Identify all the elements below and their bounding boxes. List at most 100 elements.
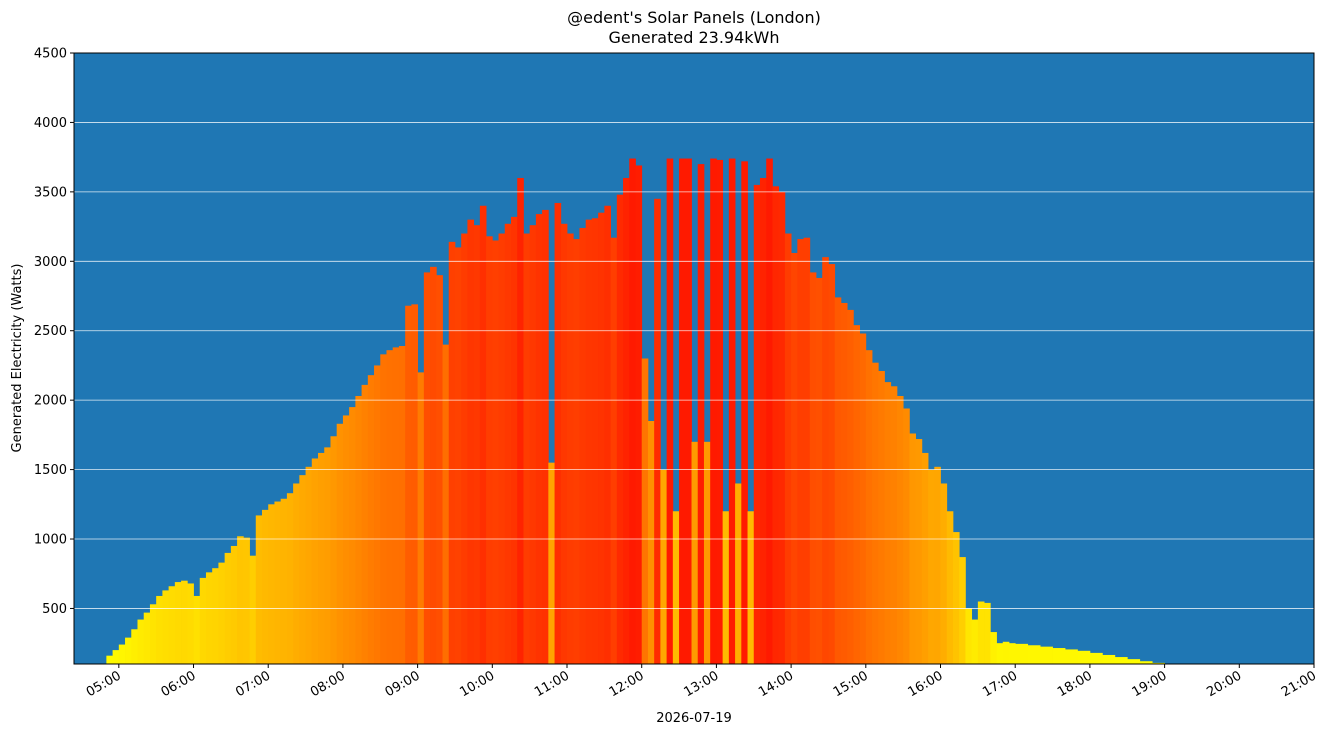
bar xyxy=(591,218,599,664)
bar xyxy=(1015,643,1029,664)
bar xyxy=(280,498,288,664)
bar xyxy=(965,608,973,664)
bar xyxy=(398,346,406,664)
bar xyxy=(430,266,437,664)
bar xyxy=(498,233,506,664)
bar xyxy=(479,205,487,664)
bar xyxy=(735,483,742,664)
bar xyxy=(573,239,580,664)
bar xyxy=(822,257,829,664)
y-tick-label: 2500 xyxy=(34,324,67,339)
bar xyxy=(872,362,879,664)
bar xyxy=(616,194,624,664)
bar xyxy=(106,655,113,664)
bar xyxy=(784,233,792,664)
bar xyxy=(143,612,151,664)
bar xyxy=(268,504,275,664)
bar xyxy=(510,216,518,665)
bar xyxy=(797,239,804,664)
bar xyxy=(952,532,960,664)
x-tick-label: 10:00 xyxy=(457,668,497,700)
x-tick-label: 21:00 xyxy=(1279,668,1319,700)
x-tick-label: 14:00 xyxy=(756,668,796,700)
bar xyxy=(921,452,929,664)
bar xyxy=(330,436,338,664)
bar xyxy=(1065,649,1078,664)
bar xyxy=(305,466,313,664)
bar xyxy=(1139,661,1153,664)
bar xyxy=(928,469,935,664)
bars-group xyxy=(106,158,1165,665)
bar xyxy=(816,277,823,664)
bar xyxy=(1102,654,1116,664)
bar xyxy=(255,515,263,664)
bar xyxy=(448,241,456,664)
x-tick-label: 16:00 xyxy=(906,668,946,700)
bar xyxy=(311,458,319,664)
bar xyxy=(293,483,300,664)
bar xyxy=(697,164,705,664)
y-ticks-group: 500 1000 1500 2000 2500 3000 3500 4000 4500 xyxy=(34,47,74,617)
bar xyxy=(367,375,375,664)
bar xyxy=(896,395,904,664)
y-tick-label: 2000 xyxy=(34,394,67,409)
bar xyxy=(691,441,699,664)
bar xyxy=(728,158,736,665)
bar xyxy=(492,240,499,664)
bar xyxy=(392,347,400,664)
y-tick-label: 1000 xyxy=(34,533,67,548)
bar xyxy=(778,191,786,665)
bar xyxy=(517,177,524,665)
bar xyxy=(1027,645,1041,664)
bar xyxy=(722,511,730,664)
y-tick-label: 4500 xyxy=(34,47,67,62)
y-tick-label: 4000 xyxy=(34,116,67,131)
bar xyxy=(1152,662,1165,664)
bar xyxy=(349,407,356,664)
x-tick-label: 08:00 xyxy=(308,668,348,700)
x-tick-label: 18:00 xyxy=(1055,668,1095,700)
bar xyxy=(486,236,493,665)
bar xyxy=(380,354,387,664)
bar xyxy=(386,350,394,664)
x-tick-label: 05:00 xyxy=(84,668,124,700)
bar xyxy=(803,237,811,664)
bar xyxy=(716,159,724,664)
bar xyxy=(137,619,145,664)
bar xyxy=(156,595,163,664)
bar xyxy=(598,212,605,664)
bar xyxy=(230,545,238,664)
x-tick-label: 11:00 xyxy=(532,668,572,700)
bar xyxy=(567,233,574,664)
bar xyxy=(909,433,916,664)
bar xyxy=(473,225,481,664)
bar xyxy=(336,423,344,664)
bar xyxy=(131,629,138,664)
bar xyxy=(647,420,655,664)
bar xyxy=(261,509,269,664)
bar xyxy=(187,583,194,664)
bar xyxy=(1052,648,1066,664)
y-axis-label: Generated Electricity (Watts) xyxy=(10,264,25,453)
bar xyxy=(747,511,755,664)
bar xyxy=(1040,646,1053,664)
bar xyxy=(411,304,419,664)
x-tick-label: 09:00 xyxy=(383,668,423,700)
x-tick-label: 12:00 xyxy=(607,668,647,700)
bar xyxy=(523,233,531,664)
bar xyxy=(324,447,331,664)
bar xyxy=(237,536,244,664)
y-tick-label: 3500 xyxy=(34,185,67,200)
bar xyxy=(759,177,767,665)
title-block: @edent's Solar Panels (London) Generated… xyxy=(0,8,1324,48)
bar xyxy=(181,580,188,664)
bar xyxy=(654,198,661,664)
bar xyxy=(417,372,425,664)
bar xyxy=(442,344,450,664)
x-tick-label: 07:00 xyxy=(233,668,273,700)
y-tick-label: 1500 xyxy=(34,463,67,478)
bar xyxy=(971,619,979,664)
bar xyxy=(623,177,630,665)
bar xyxy=(542,209,549,665)
bar xyxy=(174,582,182,664)
